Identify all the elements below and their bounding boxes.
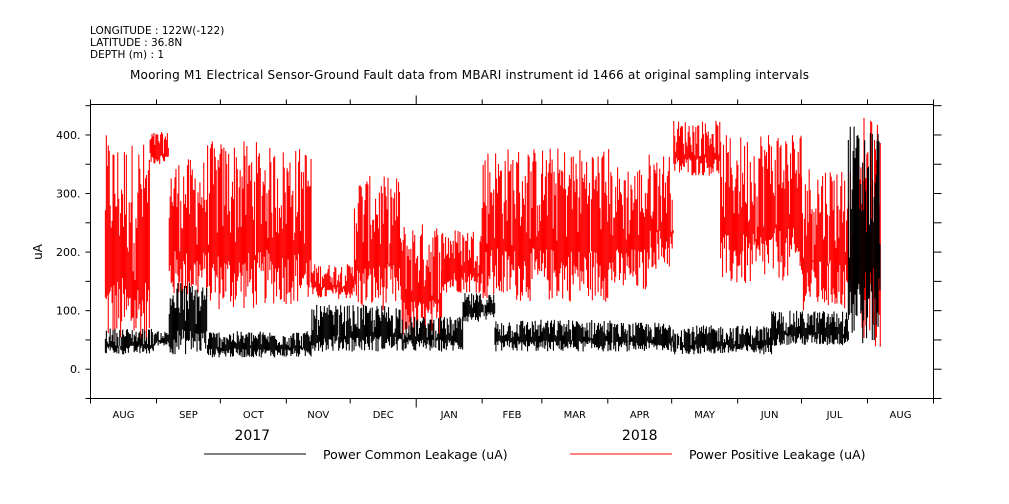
depth-label: DEPTH (m) : 1: [90, 49, 165, 61]
x-tick-label: MAY: [694, 410, 716, 421]
legend: Power Common Leakage (uA) Power Positive…: [204, 447, 866, 462]
y-tick-label: 0.: [70, 363, 81, 376]
x-tick-label: AUG: [113, 410, 135, 421]
x-tick-label: SEP: [179, 410, 198, 421]
series-common-leakage: [104, 126, 881, 358]
y-tick-label: 300.: [56, 188, 81, 201]
x-tick-label: JUN: [760, 410, 779, 421]
latitude-label: LATITUDE : 36.8N: [90, 37, 183, 49]
series-positive-leakage: [104, 117, 881, 348]
x-tick-label: DEC: [373, 410, 394, 421]
x-tick-label: OCT: [243, 410, 265, 421]
legend-label-common: Power Common Leakage (uA): [323, 447, 508, 462]
plot-frame: [90, 104, 934, 399]
x-tick-label: JUL: [826, 410, 843, 421]
x-year-label: 2017: [234, 428, 270, 444]
x-tick-label: MAR: [564, 410, 586, 421]
x-tick-label: FEB: [503, 410, 522, 421]
x-tick-label: APR: [630, 410, 650, 421]
y-axis-label: uA: [31, 243, 45, 260]
x-tick-label: NOV: [307, 410, 329, 421]
y-tick-label: 400.: [56, 129, 81, 142]
longitude-label: LONGITUDE : 122W(-122): [90, 25, 225, 37]
y-tick-label: 200.: [56, 246, 81, 259]
y-tick-label: 100.: [56, 305, 81, 318]
x-year-label: 2018: [622, 428, 658, 444]
legend-label-positive: Power Positive Leakage (uA): [689, 447, 866, 462]
x-tick-label: AUG: [890, 410, 912, 421]
x-tick-label: JAN: [440, 410, 458, 421]
chart-title: Mooring M1 Electrical Sensor-Ground Faul…: [130, 68, 810, 82]
